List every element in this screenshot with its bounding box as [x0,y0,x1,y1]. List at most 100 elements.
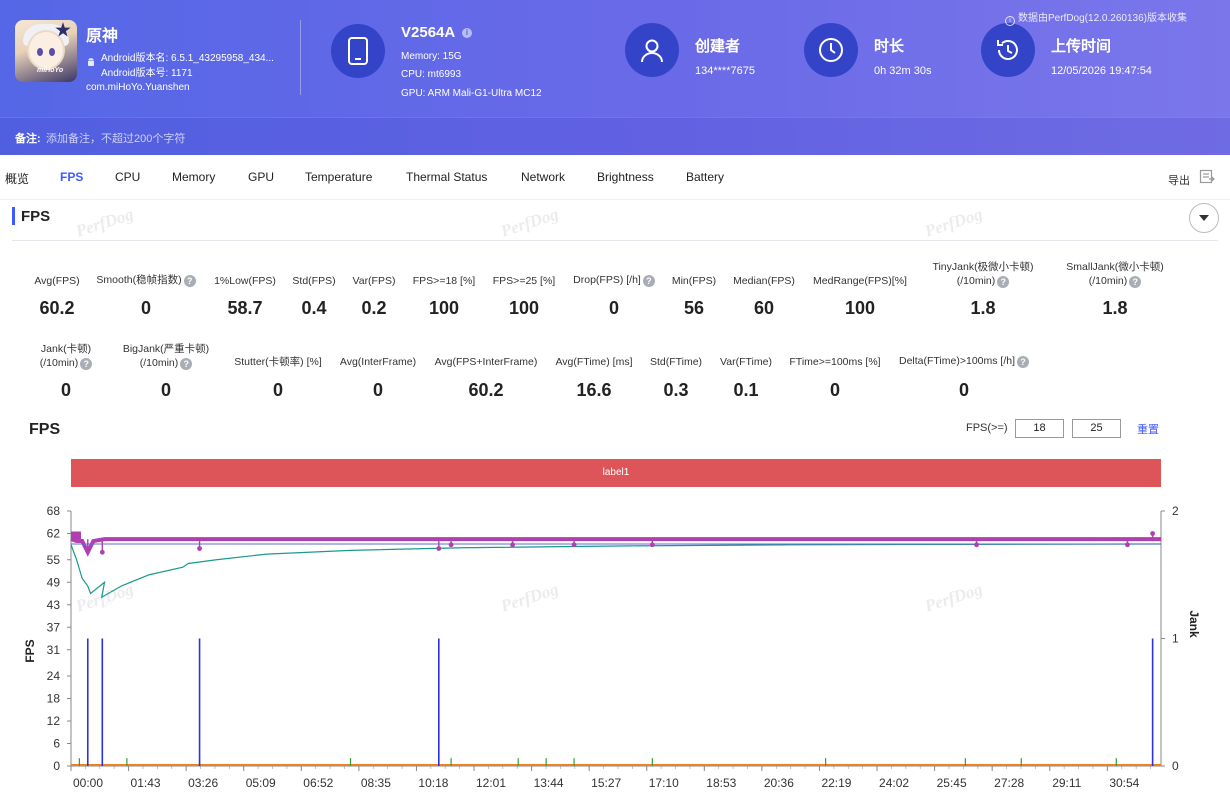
metric-value: 0.2 [361,298,387,318]
info-icon: i [1005,16,1015,26]
fps-threshold-label: FPS(>=) [966,422,1008,434]
x-tick-label: 01:43 [131,776,161,790]
metric-label: TinyJank(极微小卡顿) (/10min)? [932,261,1034,288]
tab-thermal-status[interactable]: Thermal Status [406,170,488,184]
remark-input[interactable]: 添加备注，不超过200个字符 [46,133,186,145]
tab-bar: 概览 FPS CPU Memory GPU Temperature Therma… [0,155,1230,200]
x-tick-label: 12:01 [476,776,506,790]
tab-overview[interactable]: 概览 [5,172,30,186]
fps-threshold-input-2[interactable]: 25 [1072,419,1121,438]
creator-label: 创建者 [695,38,741,55]
metric-value: 56 [683,298,705,318]
x-tick-label: 24:02 [879,776,909,790]
fps-threshold-input-1[interactable]: 18 [1015,419,1064,438]
phone-icon [331,24,385,78]
tab-temperature[interactable]: Temperature [305,170,373,184]
metric-label: Stutter(卡顿率) [%] [234,356,322,368]
metric-value: 16.6 [576,380,612,400]
header-divider [300,20,301,95]
help-icon[interactable]: ? [1129,276,1142,288]
watermark: PerfDog [73,204,136,241]
device-info-icon[interactable]: i [462,28,472,38]
y-tick-label: 12 [47,714,61,728]
x-tick-label: 22:19 [821,776,851,790]
metric-label: Min(FPS) [671,275,717,287]
metric-label: Avg(FPS) [34,275,80,287]
y-tick-label: 49 [47,575,61,589]
metric-label: BigJank(严重卡顿) (/10min)? [122,343,210,370]
x-tick-label: 18:53 [706,776,736,790]
y-tick-label: 37 [47,620,61,634]
source-note-text: 数据由PerfDog(12.0.260136)版本收集 [1018,13,1187,24]
x-tick-label: 08:35 [361,776,391,790]
metric-value: 0.4 [301,298,327,318]
x-tick-label: 13:44 [534,776,564,790]
device-name: V2564A [401,24,456,41]
app-icon: miHoYo [15,20,77,82]
metric-label: Median(FPS) [733,275,795,287]
help-icon[interactable]: ? [1017,356,1030,368]
collapse-button[interactable] [1189,203,1219,233]
tab-battery[interactable]: Battery [686,170,725,184]
y-tick-label: 24 [47,669,61,683]
help-icon[interactable]: ? [80,358,93,370]
metric-label: Std(FTime) [649,356,703,368]
device-memory: Memory: 15G [401,51,462,62]
fps-dip-point [649,542,655,548]
upload-value: 12/05/2026 19:47:54 [1051,65,1152,77]
y-tick-label: 0 [53,759,60,773]
metric-label: MedRange(FPS)[%] [813,275,907,287]
y-tick-label: 6 [53,737,60,751]
tab-brightness[interactable]: Brightness [597,170,654,184]
metric-value: 1.8 [1102,298,1128,318]
help-icon[interactable]: ? [183,275,196,287]
metric-label: Avg(InterFrame) [339,356,417,368]
y-tick-label: 43 [47,598,61,612]
chart-title: FPS [29,421,61,438]
header-info: miHoYo 原神 Android版本名: 6.5.1_43295958_434… [0,0,1230,117]
metric-value: 1.8 [970,298,996,318]
x-tick-label: 15:27 [591,776,621,790]
watermark: PerfDog [922,204,985,241]
label-band[interactable]: label1 [71,459,1161,487]
tab-memory[interactable]: Memory [172,170,216,184]
help-icon[interactable]: ? [997,276,1010,288]
help-icon[interactable]: ? [642,275,655,287]
fps-dip-point [1125,542,1130,548]
metric-value: 100 [508,298,540,318]
tab-cpu[interactable]: CPU [115,170,141,184]
duration-value: 0h 32m 30s [874,65,932,77]
header-banner: miHoYo 原神 Android版本名: 6.5.1_43295958_434… [0,0,1230,155]
metric-value: 0.3 [663,380,689,400]
fps-dip-point [571,542,577,548]
tab-gpu[interactable]: GPU [248,170,275,184]
metric-value: 100 [428,298,460,318]
metric-value: 0 [372,380,383,400]
y2-tick-label: 2 [1172,504,1179,518]
y-tick-label: 62 [47,527,61,541]
android-version-name: Android版本名: 6.5.1_43295958_434... [101,53,274,64]
export-icon[interactable] [1199,168,1215,184]
package-name: com.miHoYo.Yuanshen [86,82,190,93]
metric-value: 60 [753,298,775,318]
tab-network[interactable]: Network [521,170,566,184]
help-icon[interactable]: ? [180,358,193,370]
metric-label: Smooth(稳帧指数)? [90,273,202,287]
y2-tick-label: 1 [1172,632,1179,646]
remark-bar[interactable]: 备注: 添加备注，不超过200个字符 [0,117,1230,155]
metric-value: 0.1 [733,380,759,400]
app-icon-brand: miHoYo [37,67,64,74]
x-tick-label: 20:36 [764,776,794,790]
creator-value: 134****7675 [695,65,755,77]
section-title: FPS [21,208,51,225]
y-tick-label: 31 [47,643,61,657]
export-button[interactable]: 导出 [1168,175,1190,187]
x-tick-label: 00:00 [73,776,103,790]
metric-value: 0 [272,380,283,400]
tab-fps[interactable]: FPS [60,170,84,184]
metric-label: Avg(FTime) [ms] [555,356,633,368]
fps-dip-point [510,542,515,548]
reset-button[interactable]: 重置 [1137,424,1159,436]
